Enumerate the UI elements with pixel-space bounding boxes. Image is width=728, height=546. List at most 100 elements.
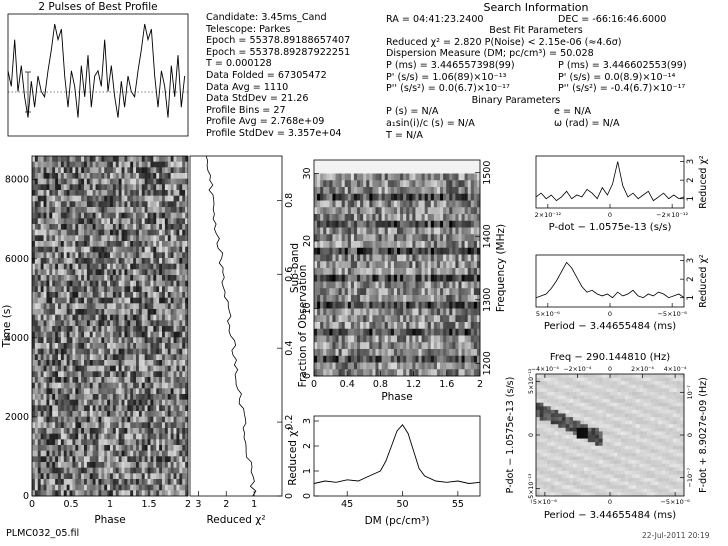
heatmap-cell [156, 332, 159, 338]
heatmap-cell [409, 160, 412, 167]
heatmap-cell [119, 196, 122, 202]
heatmap-cell [323, 295, 326, 302]
heatmap-cell [375, 322, 378, 329]
heatmap-cell [431, 356, 434, 363]
heatmap-cell [119, 383, 122, 389]
heatmap-cell [336, 160, 339, 167]
heatmap-cell [119, 281, 122, 287]
heatmap-cell [96, 218, 99, 224]
heatmap-cell [449, 363, 452, 370]
heatmap-cell [67, 298, 70, 304]
heatmap-cell [49, 309, 52, 315]
heatmap-cell [116, 281, 119, 287]
heatmap-cell [116, 298, 119, 304]
heatmap-cell [372, 309, 375, 316]
heatmap-cell [61, 241, 64, 247]
heatmap-cell [329, 167, 332, 174]
heatmap-cell [443, 255, 446, 262]
heatmap-cell [87, 275, 90, 281]
heatmap-cell [49, 224, 52, 230]
heatmap-cell [171, 275, 174, 281]
heatmap-cell [96, 292, 99, 298]
heatmap-cell [357, 369, 360, 376]
heatmap-cell [145, 235, 148, 241]
heatmap-cell [32, 439, 35, 445]
heatmap-cell [153, 479, 156, 485]
heatmap-cell [320, 369, 323, 376]
heatmap-cell [437, 356, 440, 363]
heatmap-cell [388, 295, 391, 302]
heatmap-cell [32, 269, 35, 275]
heatmap-cell [116, 405, 119, 411]
heatmap-cell [145, 224, 148, 230]
heatmap-cell [87, 332, 90, 338]
heatmap-cell [32, 422, 35, 428]
heatmap-cell [391, 275, 394, 282]
heatmap-cell [182, 490, 185, 496]
heatmap-cell [425, 275, 428, 282]
heatmap-cell [145, 479, 148, 485]
heatmap-cell [474, 275, 477, 282]
heatmap-cell [159, 439, 162, 445]
heatmap-cell [107, 343, 110, 349]
heatmap-cell [452, 302, 455, 309]
heatmap-cell [156, 275, 159, 281]
heatmap-cell [124, 269, 127, 275]
heatmap-cell [52, 337, 55, 343]
heatmap-cell [55, 156, 58, 162]
heatmap-cell [326, 295, 329, 302]
heatmap-cell [133, 366, 136, 372]
heatmap-cell [336, 309, 339, 316]
heatmap-cell [110, 303, 113, 309]
heatmap-cell [113, 162, 116, 168]
heatmap-cell [415, 295, 418, 302]
heatmap-cell [32, 377, 35, 383]
heatmap-cell [153, 439, 156, 445]
heatmap-cell [119, 258, 122, 264]
heatmap-cell [78, 445, 81, 451]
heatmap-cell [379, 363, 382, 370]
heatmap-cell [64, 354, 67, 360]
heatmap-cell [122, 405, 125, 411]
heatmap-cell [64, 456, 67, 462]
heatmap-cell [332, 221, 335, 228]
heatmap-cell [156, 315, 159, 321]
heatmap-cell [44, 162, 47, 168]
heatmap-cell [93, 337, 96, 343]
heatmap-cell [314, 261, 317, 268]
heatmap-cell [41, 354, 44, 360]
heatmap-cell [127, 383, 130, 389]
heatmap-cell [98, 400, 101, 406]
heatmap-cell [369, 248, 372, 255]
heatmap-cell [130, 281, 133, 287]
heatmap-cell [182, 354, 185, 360]
heatmap-cell [64, 445, 67, 451]
heatmap-cell [329, 342, 332, 349]
heatmap-cell [339, 356, 342, 363]
heatmap-cell [159, 434, 162, 440]
heatmap-cell [78, 241, 81, 247]
heatmap-cell [357, 167, 360, 174]
heatmap-cell [145, 366, 148, 372]
heatmap-cell [174, 343, 177, 349]
heatmap-cell [391, 369, 394, 376]
heatmap-cell [339, 295, 342, 302]
heatmap-cell [90, 303, 93, 309]
heatmap-cell [78, 235, 81, 241]
heatmap-cell [168, 400, 171, 406]
heatmap-cell [471, 248, 474, 255]
heatmap-cell [162, 275, 165, 281]
heatmap-cell [369, 201, 372, 208]
heatmap-cell [75, 360, 78, 366]
heatmap-cell [159, 394, 162, 400]
heatmap-cell [320, 261, 323, 268]
heatmap-cell [145, 156, 148, 162]
heatmap-cell [75, 456, 78, 462]
heatmap-cell [119, 445, 122, 451]
heatmap-cell [67, 349, 70, 355]
heatmap-cell [130, 207, 133, 213]
heatmap-cell [104, 462, 107, 468]
heatmap-cell [145, 473, 148, 479]
heatmap-cell [44, 377, 47, 383]
heatmap-cell [443, 302, 446, 309]
